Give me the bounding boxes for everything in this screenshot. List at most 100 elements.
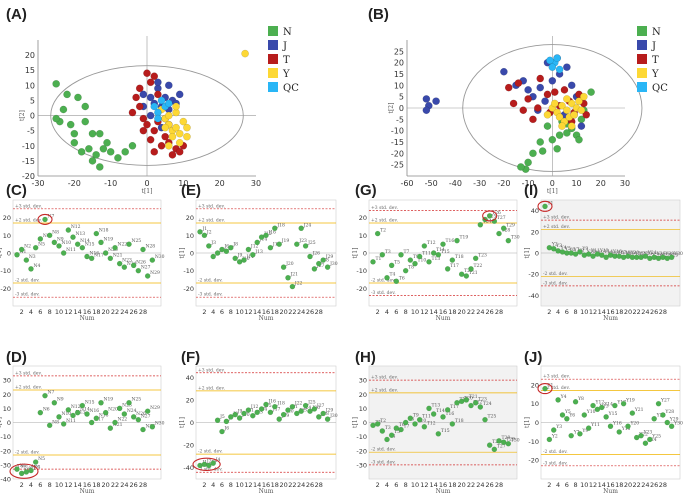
x-tick-label: 10 (571, 179, 581, 188)
data-point (585, 425, 592, 431)
data-point (302, 402, 309, 409)
x-tick-label: 6 (220, 308, 224, 316)
data-point-label: T3 (385, 425, 391, 431)
data-point-n (548, 135, 557, 144)
data-point-label: N5 (38, 242, 45, 248)
x-tick-label: 14 (74, 308, 82, 316)
data-point-label: Y16 (612, 420, 622, 426)
data-point-j (536, 83, 545, 92)
data-point-t (519, 106, 528, 115)
x-tick-label: 2 (20, 308, 24, 316)
panel-label: (E) (181, 182, 201, 199)
data-point-label: T25 (488, 414, 497, 420)
y-tick-label: 0 (535, 419, 539, 427)
y-tick-label: -20 (183, 285, 194, 293)
data-point-label: N26 (136, 259, 146, 265)
data-point-n (59, 105, 68, 114)
x-tick-label: 20 (102, 481, 110, 489)
data-point (144, 408, 151, 414)
data-point-t (132, 93, 140, 102)
data-point (272, 403, 278, 410)
panel-g: (G)+3 std. dev.+2 std. dev.-2 std. dev.-… (352, 182, 520, 322)
data-point-label: Y8 (577, 396, 584, 402)
data-point-label: T4 (390, 272, 396, 278)
data-point-label: T29 (506, 222, 515, 228)
data-point-label: Y14 (603, 249, 613, 255)
data-point-label: T13 (432, 256, 441, 262)
std-dev-label: -2 std. dev. (543, 449, 568, 455)
data-point (14, 252, 20, 258)
data-point-label: N6 (43, 233, 50, 239)
data-point (629, 410, 636, 416)
data-point (316, 414, 322, 420)
data-point-j (524, 86, 532, 94)
x-tick-label: 16 (606, 308, 614, 316)
x-tick-label: 28 (139, 481, 147, 489)
data-point (140, 246, 146, 253)
data-point-y (575, 97, 583, 105)
x-tick-label: 16 (606, 481, 614, 489)
std-dev-label: -3 std. dev. (15, 464, 40, 470)
x-tick-label: 22 (111, 481, 119, 489)
data-point-label: N22 (118, 242, 128, 248)
data-point-label: N21 (113, 252, 123, 258)
data-point-label: T30 (511, 235, 520, 241)
data-point-t (509, 99, 518, 108)
data-point-label: N26 (136, 411, 146, 417)
panel-label: (D) (6, 349, 27, 366)
data-point (599, 252, 605, 258)
y-tick-label: 25 (394, 47, 404, 56)
std-dev-label: +2 std. dev. (543, 224, 570, 230)
std-dev-label: -3 std. dev. (371, 459, 396, 465)
outlier-highlight-ring (482, 210, 498, 222)
data-point (121, 411, 128, 417)
x-tick-label: 22 (633, 481, 641, 489)
x-tick-label: 10 (580, 481, 588, 489)
x-tick-label: 6 (38, 481, 42, 489)
data-point-t (168, 151, 177, 159)
x-tick-label: 28 (139, 308, 147, 316)
data-point (612, 402, 618, 409)
x-tick-label: 6 (394, 481, 398, 489)
x-tick-label: 12 (420, 308, 428, 316)
data-point (46, 422, 53, 429)
x-tick-label: 18 (615, 481, 623, 489)
data-point-label: T27 (497, 443, 506, 449)
x-tick-label: 8 (48, 481, 52, 489)
data-point (51, 239, 58, 246)
data-point-label: T11 (422, 414, 431, 420)
data-point-label: T24 (483, 219, 492, 225)
data-point-label: Y27 (660, 398, 670, 404)
data-point-label: Y30 (673, 251, 683, 257)
y-tick-label: 20 (25, 51, 35, 60)
x-tick-label: 14 (430, 481, 438, 489)
y-tick-label: 0 (7, 419, 11, 427)
data-point-label: T14 (436, 408, 445, 414)
data-point (426, 405, 432, 412)
std-dev-label: +2 std. dev. (543, 385, 570, 391)
data-point-j (146, 111, 155, 120)
data-point (590, 402, 596, 409)
data-point (500, 225, 507, 232)
std-dev-label: +3 std. dev. (198, 367, 225, 373)
data-point (435, 431, 442, 437)
data-point-label: T10 (418, 258, 427, 264)
data-point (250, 412, 256, 419)
data-point (245, 246, 252, 253)
y-tick-label: 20 (186, 396, 194, 404)
x-axis-title: Num (80, 315, 95, 322)
x-tick-label: 26 (486, 481, 494, 489)
data-point-label: J11 (246, 254, 255, 260)
x-tick-label: 30 (620, 179, 630, 188)
data-point-label: N27 (141, 414, 151, 420)
data-point (559, 412, 566, 418)
data-point (126, 241, 132, 247)
x-tick-label: 28 (315, 481, 323, 489)
data-point (472, 399, 479, 406)
data-point-label: J29 (325, 407, 334, 413)
data-point-label: T13 (432, 402, 441, 408)
data-point (88, 255, 95, 262)
x-tick-label: 10 (235, 308, 243, 316)
y-axis-title: t[1] (352, 248, 359, 259)
